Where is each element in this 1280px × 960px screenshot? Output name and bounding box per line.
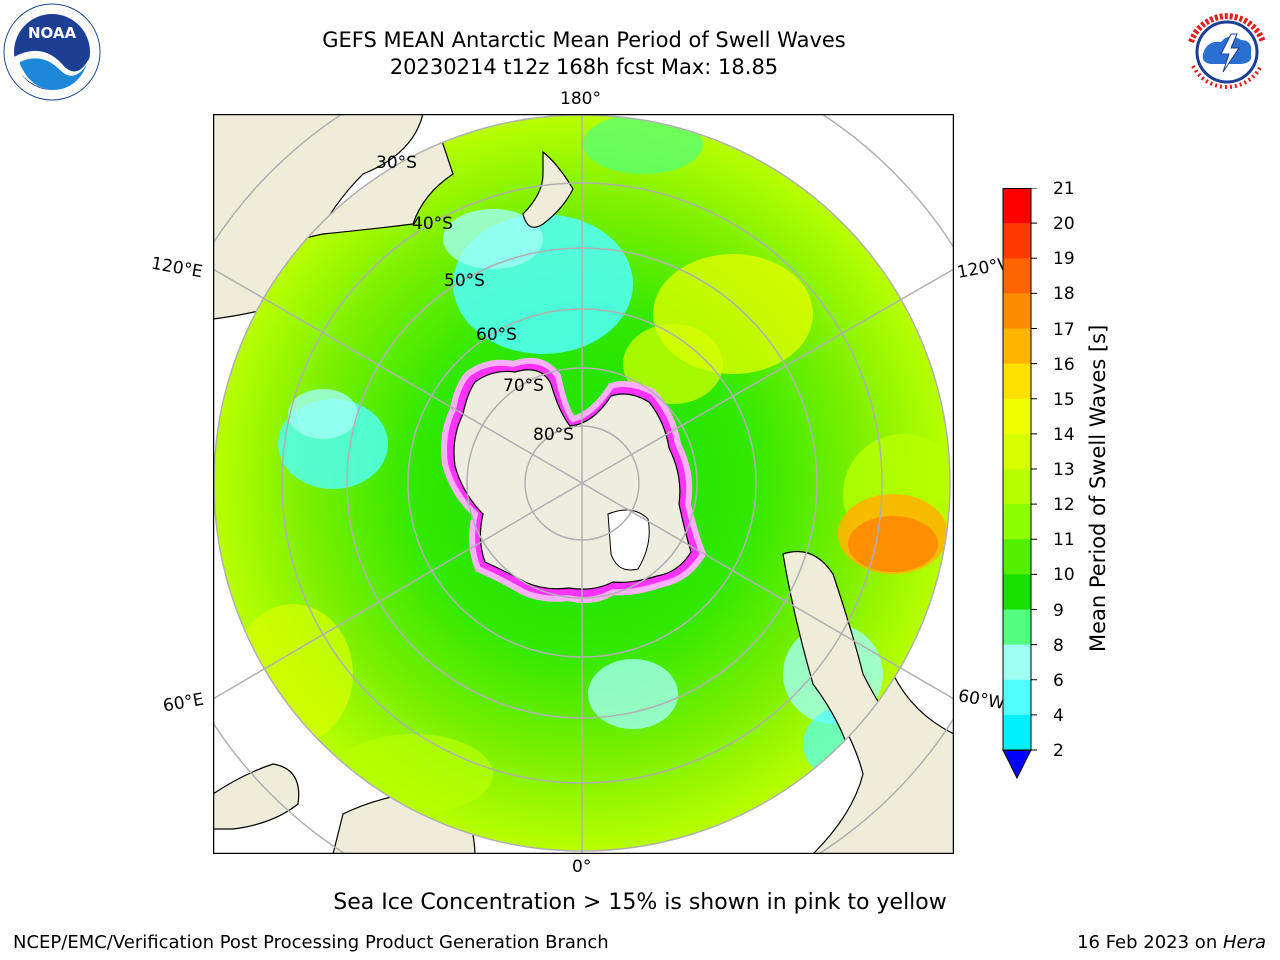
latitude-label-60s: 60°S: [476, 325, 517, 345]
colorbar-band: [1003, 574, 1031, 610]
polar-stereographic-map: [213, 114, 954, 854]
footer-system: Hera: [1222, 932, 1266, 953]
footer-date: 16 Feb 2023 on Hera: [1077, 932, 1266, 953]
longitude-label-120e: 120°E: [149, 253, 205, 283]
colorbar-tick-label: 10: [1053, 565, 1075, 586]
national-weather-service-logo-icon: [1177, 2, 1277, 102]
longitude-label-180: 180°: [560, 89, 601, 109]
longitude-label-60w: 60°W: [956, 686, 1007, 714]
colorbar-bars: [1002, 187, 1037, 780]
colorbar-tick-label: 21: [1053, 179, 1075, 199]
footer-branch: NCEP/EMC/Verification Post Processing Pr…: [13, 932, 609, 953]
colorbar: [1001, 187, 1041, 792]
colorbar-band: [1003, 258, 1031, 294]
colorbar-tick-label: 8: [1053, 635, 1064, 656]
colorbar-tick-label: 19: [1053, 249, 1075, 270]
colorbar-band: [1003, 609, 1031, 646]
colorbar-band: [1003, 188, 1031, 224]
chart-title: GEFS MEAN Antarctic Mean Period of Swell…: [322, 28, 846, 52]
latitude-label-70s: 70°S: [503, 376, 544, 396]
colorbar-band: [1003, 714, 1031, 751]
colorbar-tick-label: 4: [1053, 705, 1064, 726]
colorbar-tick-label: 16: [1053, 354, 1075, 375]
colorbar-tick-label: 11: [1053, 530, 1075, 551]
latitude-label-40s: 40°S: [412, 214, 453, 234]
colorbar-tick-label: 20: [1053, 214, 1075, 235]
colorbar-band: [1003, 328, 1031, 365]
colorbar-tick-label: 12: [1053, 495, 1075, 516]
latitude-label-30s: 30°S: [376, 153, 417, 173]
colorbar-band: [1003, 679, 1031, 716]
colorbar-label: Mean Period of Swell Waves [s]: [1086, 324, 1110, 652]
footer-date-text: 16 Feb 2023 on: [1077, 932, 1223, 953]
colorbar-tick-label: 14: [1053, 424, 1075, 445]
colorbar-band: [1003, 504, 1031, 540]
colorbar-tick-label: 13: [1053, 460, 1075, 480]
antarctica-land: [441, 358, 707, 603]
colorbar-extend: [1002, 749, 1032, 780]
latitude-label-50s: 50°S: [444, 271, 485, 291]
colorbar-tick-label: 9: [1053, 600, 1064, 621]
colorbar-tick-label: 18: [1053, 284, 1075, 305]
colorbar-tick-label: 2: [1053, 741, 1064, 761]
colorbar-band: [1003, 539, 1031, 575]
colorbar-band: [1003, 363, 1031, 400]
colorbar-band: [1003, 644, 1031, 681]
colorbar-tick-label: 6: [1053, 670, 1064, 691]
sea-ice-caption: Sea Ice Concentration > 15% is shown in …: [333, 890, 947, 915]
noaa-logo-icon: NOAA: [2, 2, 102, 102]
colorbar-tick-label: 15: [1053, 389, 1075, 410]
longitude-label-60e: 60°E: [161, 689, 206, 717]
colorbar-band: [1003, 223, 1031, 259]
colorbar-tick-label: 17: [1053, 319, 1075, 340]
longitude-label-0: 0°: [572, 857, 592, 877]
colorbar-band: [1003, 293, 1031, 329]
colorbar-band: [1003, 433, 1031, 470]
latitude-label-80s: 80°S: [533, 425, 574, 445]
noaa-logo-text: NOAA: [28, 24, 77, 42]
colorbar-band: [1003, 398, 1031, 435]
colorbar-band: [1003, 469, 1031, 505]
chart-subtitle: 20230214 t12z 168h fcst Max: 18.85: [389, 55, 779, 79]
